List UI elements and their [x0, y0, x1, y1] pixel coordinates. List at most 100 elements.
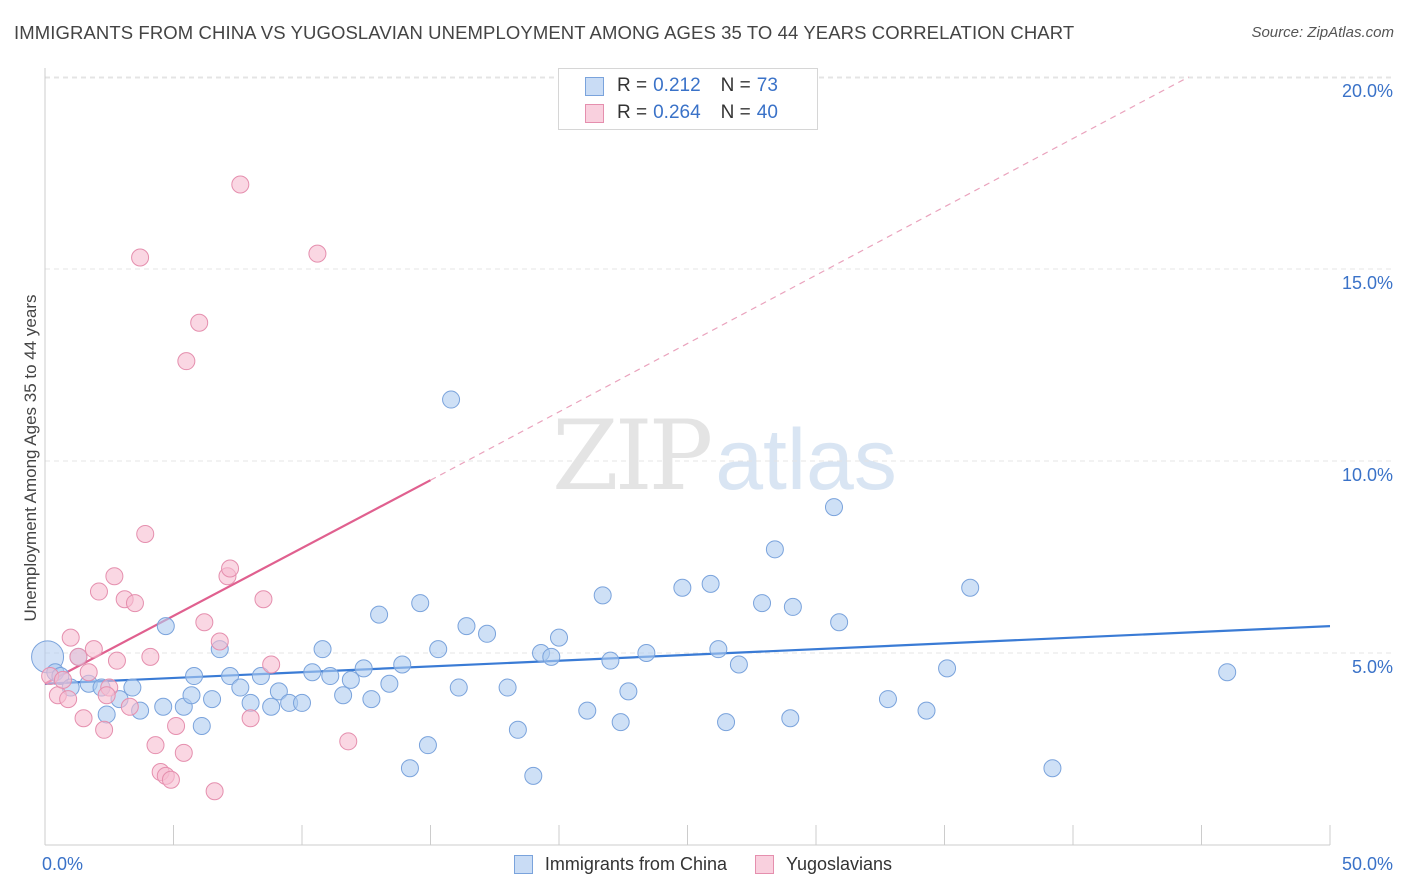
legend-item-china[interactable]: Immigrants from China	[513, 853, 727, 875]
china-point	[508, 720, 527, 739]
china-point	[938, 659, 957, 678]
china-point	[341, 670, 360, 689]
yugoslavians-point	[262, 655, 281, 674]
china-point	[313, 640, 332, 659]
china-point	[370, 605, 389, 624]
yugoslavians-trend-extension	[430, 76, 1189, 481]
china-r-value: 0.212	[653, 75, 701, 96]
correlation-legend: R = 0.212 N = 73 R = 0.264 N = 40	[558, 68, 818, 130]
china-legend-label: Immigrants from China	[544, 853, 727, 874]
china-point	[354, 659, 373, 678]
china-point	[611, 713, 630, 732]
legend-item-yugoslavians[interactable]: Yugoslavians	[754, 854, 892, 875]
china-point	[321, 667, 340, 686]
china-point	[400, 759, 419, 778]
china-point	[578, 701, 597, 720]
yugoslavians-point	[107, 651, 126, 670]
china-point	[783, 597, 802, 616]
yugoslavians-point	[95, 720, 114, 739]
china-legend-swatch	[513, 854, 533, 874]
source-credit: Source: ZipAtlas.com	[1251, 24, 1394, 41]
china-point	[362, 690, 381, 709]
china-point	[411, 594, 430, 613]
yugoslavians-point	[146, 736, 165, 755]
yugoslavians-point	[177, 352, 196, 371]
china-point	[524, 766, 543, 785]
axes	[44, 68, 1331, 846]
yugoslavians-point	[231, 175, 250, 194]
r-label: R =	[617, 75, 648, 96]
china-point	[917, 701, 936, 720]
china-point	[221, 667, 240, 686]
r-label: R =	[617, 102, 648, 123]
yugoslavians-point	[84, 640, 103, 659]
yugoslavians-point	[339, 732, 358, 751]
y-tick-label: 5.0%	[1352, 657, 1393, 677]
x-tick-label-max: 50.0%	[1342, 854, 1393, 874]
yugoslavians-point	[125, 594, 144, 613]
yugoslavians-point	[254, 590, 273, 609]
china-point	[185, 667, 204, 686]
china-point	[192, 716, 211, 735]
data-points	[31, 175, 1237, 801]
china-point	[442, 390, 461, 409]
china-point	[241, 693, 260, 712]
china-point	[830, 613, 849, 632]
china-point	[203, 690, 222, 709]
china-point	[262, 697, 281, 716]
tick-labels: 5.0% 10.0% 15.0% 20.0% 0.0% 50.0%	[42, 81, 1393, 874]
yugoslavians-point	[61, 628, 80, 647]
china-point	[334, 686, 353, 705]
china-point	[878, 690, 897, 709]
y-axis-title: Unemployment Among Ages 35 to 44 years	[21, 294, 40, 622]
china-point	[251, 667, 270, 686]
china-point	[97, 705, 116, 724]
x-tick-label-min: 0.0%	[42, 854, 83, 874]
series-legend: Immigrants from China Yugoslavians	[0, 852, 1406, 876]
china-point	[729, 655, 748, 674]
yugoslavians-point	[174, 743, 193, 762]
yugoslavians-point	[53, 670, 72, 689]
yugoslavians-point	[89, 582, 108, 601]
yugoslavians-point	[136, 524, 155, 543]
china-point	[781, 709, 800, 728]
legend-row-yugoslavians: R = 0.264 N = 40	[585, 100, 778, 126]
china-point	[269, 682, 288, 701]
yugoslavians-point	[221, 559, 240, 578]
china-point	[293, 693, 311, 712]
china-point	[1218, 663, 1237, 682]
yugoslavians-point	[195, 613, 214, 632]
china-point	[303, 663, 322, 682]
china-point	[701, 574, 720, 593]
yugoslavians-point	[167, 716, 186, 735]
yugoslavians-n-value: 40	[756, 102, 778, 123]
china-point	[418, 736, 437, 755]
china-point	[449, 678, 468, 697]
china-point	[673, 578, 692, 597]
china-point	[380, 674, 399, 693]
y-tick-label: 20.0%	[1342, 81, 1393, 101]
yugoslavians-point	[131, 248, 150, 267]
china-point	[123, 678, 142, 697]
yugoslavians-legend-swatch	[754, 854, 774, 874]
china-point	[824, 498, 843, 517]
yugoslavians-point	[105, 567, 124, 586]
china-n-value: 73	[756, 75, 778, 96]
china-point	[393, 655, 412, 674]
yugoslavians-point	[190, 313, 209, 332]
grid-lines	[45, 76, 1392, 654]
chart-title: IMMIGRANTS FROM CHINA VS YUGOSLAVIAN UNE…	[14, 22, 1075, 43]
china-point	[717, 713, 736, 732]
china-point	[709, 640, 728, 659]
china-point	[478, 624, 497, 643]
china-point	[182, 686, 201, 705]
yugoslavians-point	[241, 709, 260, 728]
china-point	[154, 697, 173, 716]
yugoslavians-point	[74, 709, 93, 728]
china-point	[1043, 759, 1062, 778]
china-point	[231, 678, 250, 697]
china-point	[637, 644, 656, 662]
china-point	[753, 594, 772, 613]
china-point	[429, 640, 448, 659]
